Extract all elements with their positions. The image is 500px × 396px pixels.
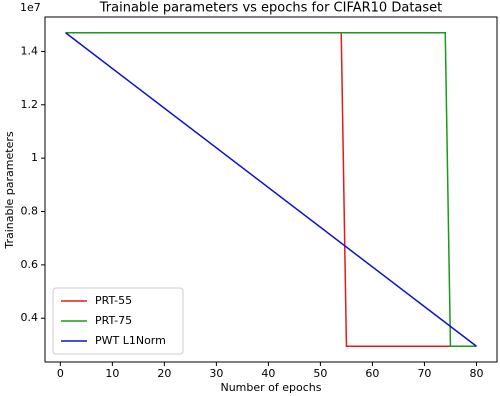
x-tick-label: 80 (469, 367, 483, 380)
x-axis-label: Number of epochs (220, 381, 321, 394)
x-tick-label: 20 (157, 367, 171, 380)
chart-title: Trainable parameters vs epochs for CIFAR… (99, 1, 443, 16)
y-tick-label: 1 (31, 151, 38, 164)
legend-label: PRT-75 (95, 314, 132, 327)
y-tick-label: 0.6 (21, 258, 39, 271)
y-tick-label: 0.4 (21, 311, 39, 324)
series-line (65, 31, 477, 348)
plot-area (44, 16, 498, 363)
legend-box (52, 287, 184, 355)
x-tick-label: 30 (209, 367, 223, 380)
y-tick-label: 1.2 (21, 98, 39, 111)
legend-label: PRT-55 (95, 294, 132, 307)
y-tick-label: 1.4 (21, 44, 39, 57)
x-tick-label: 70 (417, 367, 431, 380)
x-tick-label: 50 (313, 367, 327, 380)
y-offset-label: 1e7 (20, 1, 41, 14)
x-tick-label: 10 (105, 367, 119, 380)
y-axis-label: Trainable parameters (3, 131, 16, 250)
x-tick-label: 0 (57, 367, 64, 380)
x-tick-label: 60 (365, 367, 379, 380)
y-tick-label: 0.8 (21, 205, 39, 218)
series-line (65, 32, 477, 347)
x-tick-label: 40 (261, 367, 275, 380)
legend-label: PWT L1Norm (95, 334, 166, 347)
